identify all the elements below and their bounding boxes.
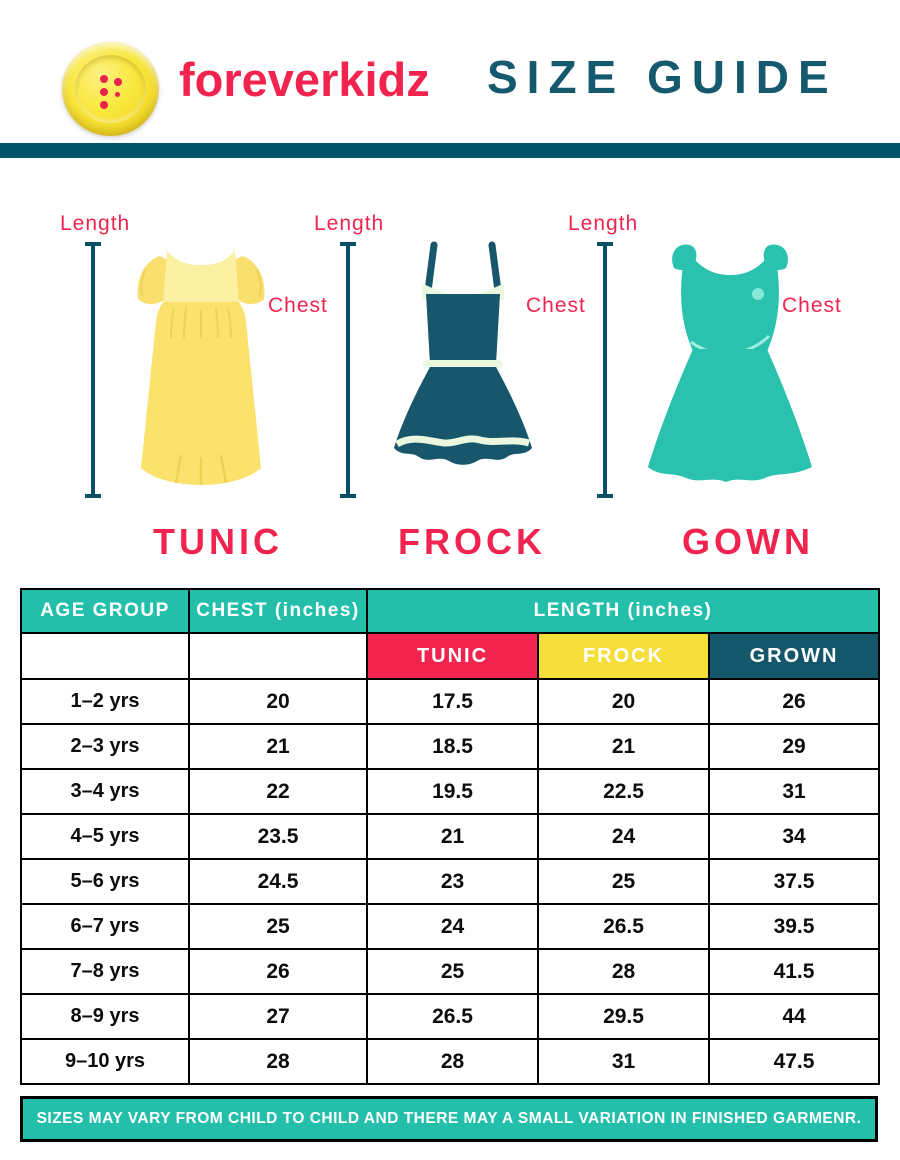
age-cell: 5–6 yrs	[20, 858, 190, 905]
chest-cell: 27	[188, 993, 368, 1040]
tunic-length-cell: 17.5	[366, 678, 539, 725]
button-hole-dot	[100, 101, 108, 109]
chest-cell: 20	[188, 678, 368, 725]
frock-chest-label: Chest	[526, 294, 586, 317]
frock-length-label: Length	[314, 212, 385, 235]
chest-header: CHEST (inches)	[188, 588, 368, 634]
header-divider-bar	[0, 143, 900, 158]
table-row: 8–9 yrs 27 26.5 29.5 44	[20, 993, 881, 1040]
frock-length-cell: 29.5	[537, 993, 710, 1040]
table-row: 2–3 yrs 21 18.5 21 29	[20, 723, 881, 770]
gown-length-cell: 26	[707, 678, 881, 725]
frock-title: FROCK	[398, 521, 546, 562]
gown-length-cell: 31	[707, 768, 881, 815]
page-title: SIZE GUIDE	[487, 51, 838, 103]
gown-illustration	[648, 244, 812, 482]
button-hole-dot	[115, 92, 120, 97]
frock-illustration	[394, 241, 532, 465]
table-row: 9–10 yrs 28 28 31 47.5	[20, 1038, 881, 1085]
tunic-length-cell: 18.5	[366, 723, 539, 770]
table-row: 3–4 yrs 22 19.5 22.5 31	[20, 768, 881, 815]
tunic-length-cell: 19.5	[366, 768, 539, 815]
age-cell: 9–10 yrs	[20, 1038, 190, 1085]
length-header: LENGTH (inches)	[365, 588, 881, 634]
tunic-length-cell: 26.5	[366, 993, 539, 1040]
table-header-row: AGE GROUP CHEST (inches) LENGTH (inches)	[20, 588, 881, 634]
gown-length-cell: 39.5	[707, 903, 881, 950]
brand-button-icon	[62, 42, 159, 136]
table-row: 1–2 yrs 20 17.5 20 26	[20, 678, 881, 725]
tunic-length-cell: 21	[366, 813, 539, 860]
chest-cell: 23.5	[188, 813, 368, 860]
age-cell: 6–7 yrs	[20, 903, 190, 950]
age-cell: 8–9 yrs	[20, 993, 190, 1040]
tunic-length-cell: 25	[366, 948, 539, 995]
frock-length-cell: 24	[537, 813, 710, 860]
size-table: AGE GROUP CHEST (inches) LENGTH (inches)…	[20, 588, 881, 1085]
age-cell: 7–8 yrs	[20, 948, 190, 995]
frock-subheader: FROCK	[537, 632, 710, 680]
table-body: 1–2 yrs 20 17.5 20 26 2–3 yrs 21 18.5 21 29 3–4 yr…	[20, 678, 881, 1085]
tunic-length-cell: 24	[366, 903, 539, 950]
chest-cell: 28	[188, 1038, 368, 1085]
gown-title: GOWN	[682, 521, 814, 562]
tunic-chest-label: Chest	[268, 294, 328, 317]
frock-length-cell: 26.5	[537, 903, 710, 950]
gown-length-label: Length	[568, 212, 639, 235]
button-hole-dot	[100, 88, 108, 96]
gown-length-cell: 44	[707, 993, 881, 1040]
tunic-illustration	[137, 251, 265, 485]
frock-length-cell: 28	[537, 948, 710, 995]
age-cell: 3–4 yrs	[20, 768, 190, 815]
table-subheader-row: TUNIC FROCK GROWN	[20, 632, 881, 680]
age-group-header: AGE GROUP	[20, 588, 190, 634]
gown-length-cell: 41.5	[707, 948, 881, 995]
frock-length-cell: 20	[537, 678, 710, 725]
gown-length-cell: 47.5	[707, 1038, 881, 1085]
frock-length-cell: 25	[537, 858, 710, 905]
empty-cell	[20, 632, 190, 680]
gown-length-cell: 34	[707, 813, 881, 860]
empty-cell	[188, 632, 368, 680]
table-row: 7–8 yrs 26 25 28 41.5	[20, 948, 881, 995]
gown-length-cell: 29	[707, 723, 881, 770]
frock-length-cell: 22.5	[537, 768, 710, 815]
gown-chest-label: Chest	[782, 294, 842, 317]
footer-disclaimer: SIZES MAY VARY FROM CHILD TO CHILD AND T…	[20, 1096, 878, 1142]
button-rim	[75, 55, 146, 123]
tunic-length-label: Length	[60, 212, 131, 235]
tunic-length-cell: 28	[366, 1038, 539, 1085]
table-row: 5–6 yrs 24.5 23 25 37.5	[20, 858, 881, 905]
chest-cell: 21	[188, 723, 368, 770]
chest-cell: 26	[188, 948, 368, 995]
button-hole-dot	[114, 78, 122, 86]
table-row: 4–5 yrs 23.5 21 24 34	[20, 813, 881, 860]
tunic-subheader: TUNIC	[366, 632, 539, 680]
button-hole-dot	[100, 75, 108, 83]
table-row: 6–7 yrs 25 24 26.5 39.5	[20, 903, 881, 950]
frock-length-cell: 21	[537, 723, 710, 770]
age-cell: 4–5 yrs	[20, 813, 190, 860]
tunic-length-cell: 23	[366, 858, 539, 905]
age-cell: 2–3 yrs	[20, 723, 190, 770]
chest-cell: 22	[188, 768, 368, 815]
tunic-title: TUNIC	[153, 521, 283, 562]
tunic-length-line	[85, 242, 101, 498]
frock-length-line	[340, 242, 356, 498]
gown-length-line	[597, 242, 613, 498]
gown-length-cell: 37.5	[707, 858, 881, 905]
brand-name: foreverkidz	[179, 53, 430, 106]
age-cell: 1–2 yrs	[20, 678, 190, 725]
chest-cell: 25	[188, 903, 368, 950]
frock-length-cell: 31	[537, 1038, 710, 1085]
chest-cell: 24.5	[188, 858, 368, 905]
grown-subheader: GROWN	[707, 632, 881, 680]
